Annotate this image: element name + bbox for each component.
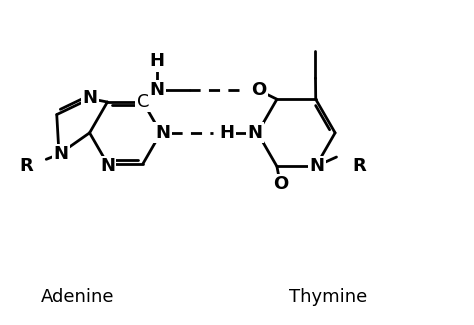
Text: Adenine: Adenine [41, 288, 114, 306]
Text: N: N [100, 157, 115, 175]
Text: N: N [153, 124, 168, 142]
Text: N: N [150, 81, 164, 99]
Text: N: N [54, 145, 69, 163]
Text: N: N [309, 157, 324, 176]
Text: O: O [251, 81, 266, 99]
Text: C: C [137, 93, 149, 111]
Text: N: N [155, 124, 171, 142]
Text: H: H [219, 124, 235, 142]
Text: N: N [248, 124, 263, 142]
Text: N: N [82, 89, 98, 107]
Text: R: R [353, 157, 366, 175]
Text: O: O [273, 176, 288, 193]
Text: Thymine: Thymine [289, 288, 367, 306]
Text: R: R [19, 157, 33, 175]
Text: H: H [150, 52, 164, 70]
